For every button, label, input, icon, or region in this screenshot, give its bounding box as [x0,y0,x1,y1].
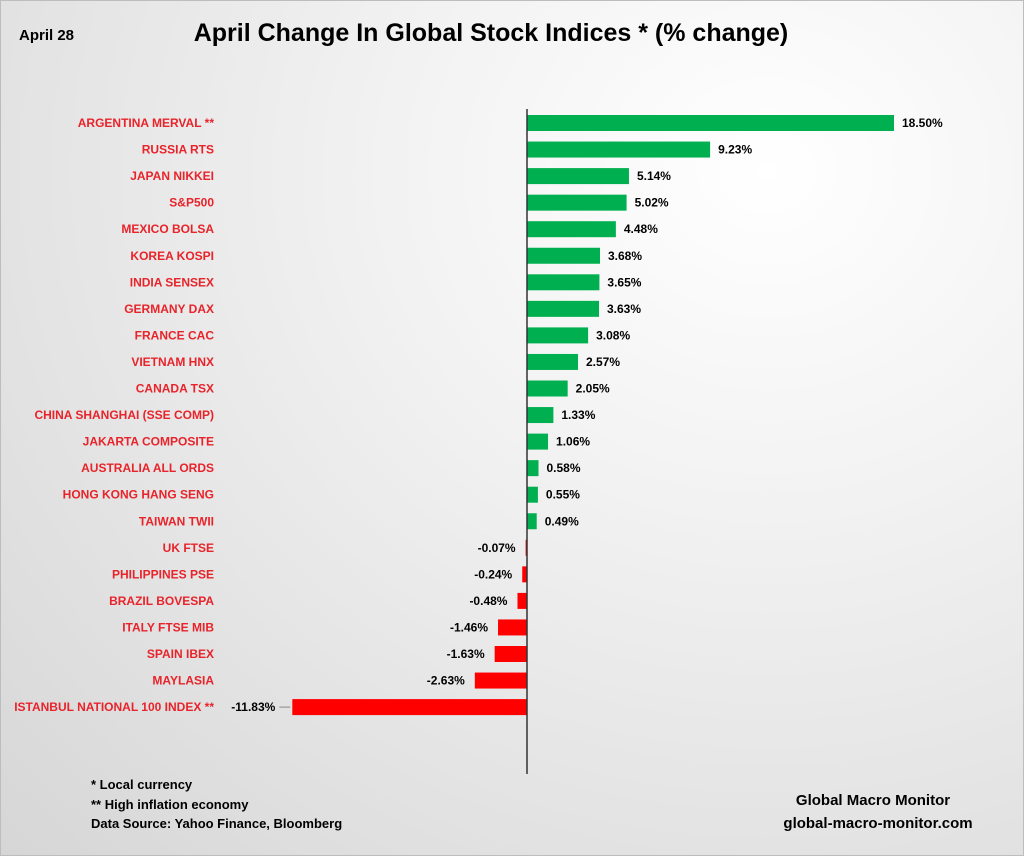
data-label: -1.46% [450,620,488,634]
category-label: CANADA TSX [136,382,214,396]
category-label: GERMANY DAX [124,302,214,316]
bar [527,141,711,158]
category-label: ARGENTINA MERVAL ** [78,116,215,130]
category-label: UK FTSE [163,541,214,555]
bar [527,486,538,503]
data-label: -0.24% [474,567,512,581]
data-label: 3.63% [607,302,641,316]
category-label: BRAZIL BOVESPA [109,594,214,608]
bar [527,380,568,397]
bar [527,274,600,291]
bar [522,566,527,583]
data-label: 5.14% [637,169,671,183]
data-label: 3.65% [607,275,641,289]
category-label: AUSTRALIA ALL ORDS [81,461,214,475]
data-label: 2.05% [576,382,610,396]
data-label: 5.02% [635,196,669,210]
category-label: HONG KONG HANG SENG [63,488,214,502]
bar [527,407,554,424]
bar [517,592,527,609]
chart-title: April Change In Global Stock Indices * (… [194,19,789,47]
category-label: S&P500 [169,196,214,210]
category-label: ISTANBUL NATIONAL 100 INDEX ** [14,700,214,714]
bar [498,619,527,636]
bar [527,513,537,530]
data-label: -0.48% [469,594,507,608]
bar [494,646,527,662]
data-label: -2.63% [427,674,465,688]
category-label: MEXICO BOLSA [121,222,214,236]
category-label: KOREA KOSPI [130,249,214,263]
data-label: 1.33% [561,408,595,422]
bar [527,194,627,211]
data-label: -1.63% [447,647,485,661]
data-label: 2.57% [586,355,620,369]
category-label: MAYLASIA [152,674,214,688]
category-label: PHILIPPINES PSE [112,567,214,581]
data-label: 0.49% [545,514,579,528]
category-label: RUSSIA RTS [142,143,214,157]
category-label: VIETNAM HNX [131,355,214,369]
bar [527,115,894,131]
category-label: JAKARTA COMPOSITE [83,435,214,449]
category-label: SPAIN IBEX [147,647,214,661]
brand-url: global-macro-monitor.com [783,815,972,832]
bar [527,433,549,450]
data-label: 4.48% [624,222,658,236]
bar [527,353,578,370]
category-label: ITALY FTSE MIB [122,620,214,634]
data-label: 9.23% [718,143,752,157]
data-label: -0.07% [478,541,516,555]
data-label: 18.50% [902,116,943,130]
date-label: April 28 [19,27,74,44]
bar [527,168,629,185]
bar [527,247,601,264]
bar [527,460,539,477]
bar [474,672,527,689]
category-label: INDIA SENSEX [130,275,214,289]
footnote-high-inflation: ** High inflation economy [91,797,249,812]
category-label: FRANCE CAC [135,328,215,342]
footnote-data-source: Data Source: Yahoo Finance, Bloomberg [91,816,342,831]
category-label: TAIWAN TWII [139,514,214,528]
bar [292,699,527,716]
category-label: CHINA SHANGHAI (SSE COMP) [34,408,214,422]
brand-name: Global Macro Monitor [796,792,950,809]
data-label: 0.58% [547,461,581,475]
data-label: 0.55% [546,488,580,502]
data-label: 3.68% [608,249,642,263]
bar [527,327,589,344]
data-label: -11.83% [231,700,275,714]
bar [527,300,600,317]
footnote-local-currency: * Local currency [91,777,193,792]
data-label: 1.06% [556,435,590,449]
bar [527,221,616,238]
data-label: 3.08% [596,328,630,342]
category-label: JAPAN NIKKEI [130,169,214,183]
